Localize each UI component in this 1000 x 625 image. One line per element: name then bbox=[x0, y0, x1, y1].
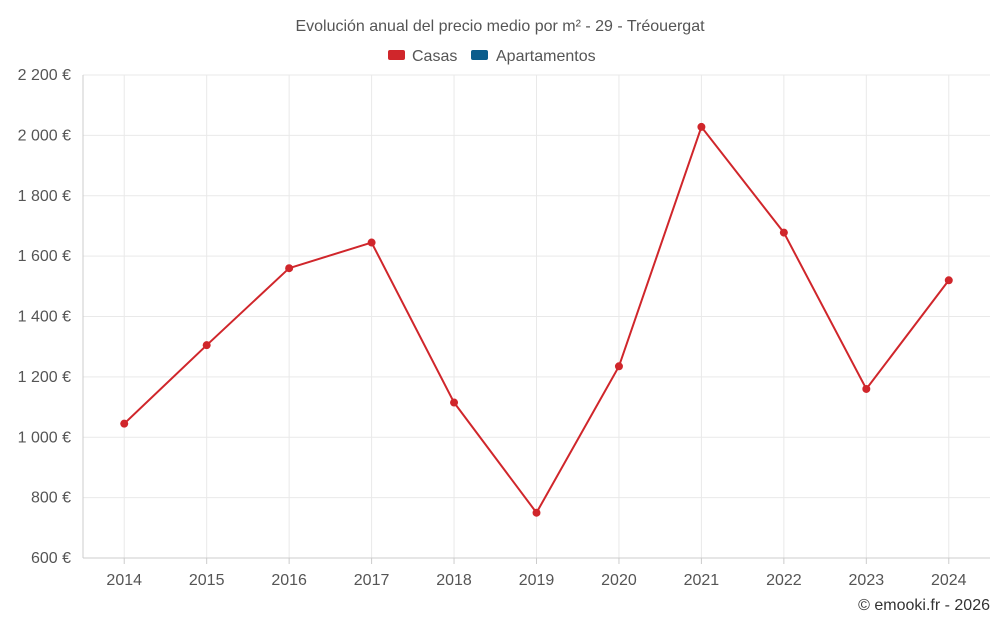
y-tick-label: 600 € bbox=[31, 550, 71, 567]
x-tick-label: 2017 bbox=[354, 572, 390, 589]
x-axis: 2014 2015 2016 2017 2018 2019 2020 2021 2022 2023… bbox=[83, 557, 990, 589]
y-tick-label: 2 200 € bbox=[18, 67, 71, 84]
x-tick-label: 2019 bbox=[519, 572, 555, 589]
legend-item-apartamentos[interactable]: Apartamentos bbox=[471, 48, 596, 65]
x-tick-label: 2023 bbox=[849, 572, 885, 589]
legend-label-apartamentos: Apartamentos bbox=[496, 48, 596, 65]
series bbox=[120, 122, 953, 517]
chart-title: Evolución anual del precio medio por m² … bbox=[295, 18, 705, 35]
data-point[interactable] bbox=[450, 398, 459, 407]
x-tick-label: 2024 bbox=[931, 572, 967, 589]
legend-swatch-casas bbox=[388, 50, 405, 60]
data-point[interactable] bbox=[862, 384, 871, 393]
x-tick-label: 2021 bbox=[684, 572, 720, 589]
y-tick-label: 1 400 € bbox=[18, 309, 71, 326]
x-tick-label: 2014 bbox=[106, 572, 142, 589]
y-tick-label: 1 000 € bbox=[18, 429, 71, 446]
y-tick-label: 1 200 € bbox=[18, 369, 71, 386]
x-tick-label: 2016 bbox=[271, 572, 307, 589]
legend-label-casas: Casas bbox=[412, 48, 457, 65]
legend-item-casas[interactable]: Casas bbox=[388, 48, 457, 65]
x-tick-label: 2022 bbox=[766, 572, 802, 589]
y-axis: 600 € 800 € 1 000 € 1 200 € 1 400 € 1 600 € 1 … bbox=[18, 67, 84, 567]
data-point[interactable] bbox=[944, 276, 953, 285]
y-tick-label: 2 000 € bbox=[18, 127, 71, 144]
x-tick-label: 2015 bbox=[189, 572, 225, 589]
y-tick-label: 1 800 € bbox=[18, 188, 71, 205]
data-point[interactable] bbox=[532, 508, 541, 517]
data-point[interactable] bbox=[367, 238, 376, 247]
legend[interactable]: Casas Apartamentos bbox=[388, 48, 596, 65]
x-tick-label: 2018 bbox=[436, 572, 472, 589]
legend-swatch-apartamentos bbox=[471, 50, 488, 60]
data-point[interactable] bbox=[202, 341, 211, 350]
data-point[interactable] bbox=[697, 122, 706, 131]
x-tick-label: 2020 bbox=[601, 572, 637, 589]
y-tick-label: 800 € bbox=[31, 490, 71, 507]
data-point[interactable] bbox=[285, 264, 294, 273]
data-point[interactable] bbox=[779, 228, 788, 237]
data-point[interactable] bbox=[614, 362, 623, 371]
grid bbox=[83, 74, 990, 558]
data-point[interactable] bbox=[120, 419, 129, 428]
credit-text: © emooki.fr - 2026 bbox=[858, 597, 990, 614]
y-tick-label: 1 600 € bbox=[18, 248, 71, 265]
